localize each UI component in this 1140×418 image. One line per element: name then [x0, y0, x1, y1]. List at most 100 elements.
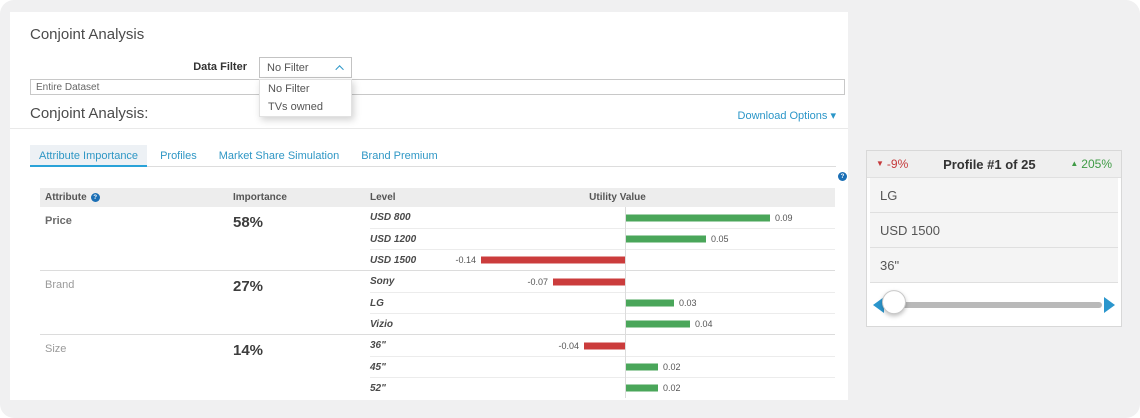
- data-filter-select[interactable]: No Filter: [259, 57, 352, 78]
- level-name: Sony: [370, 276, 395, 287]
- utility-bar: [584, 342, 625, 349]
- tab-attribute-importance[interactable]: Attribute Importance: [30, 145, 148, 167]
- utility-bar-cell: 0.02: [460, 357, 835, 377]
- utility-bar: [553, 278, 625, 285]
- table-row: Brand 27% Sony -0.07 LG 0.03 Vizio 0.04: [40, 270, 835, 334]
- profile-increase-badge: ▲ 205%: [1070, 157, 1112, 171]
- utility-bar-value: 0.02: [663, 362, 681, 372]
- data-filter-selected-value: No Filter: [267, 61, 309, 74]
- utility-bar-value: 0.04: [695, 319, 713, 329]
- table-row: Price 58% USD 800 0.09 USD 1200 0.05 USD 1500 -…: [40, 207, 835, 270]
- utility-bar-cell: -0.14: [455, 250, 835, 270]
- utility-bar-cell: 0.02: [460, 378, 835, 398]
- attribute-name: Price: [45, 215, 72, 227]
- level-row: 36" -0.04: [370, 335, 835, 356]
- attribute-name: Brand: [45, 279, 75, 291]
- dataset-input[interactable]: [30, 79, 845, 95]
- triangle-up-icon: ▲: [1070, 159, 1079, 168]
- utility-bar-cell: 0.05: [460, 229, 835, 249]
- utility-bar-value: -0.04: [558, 340, 579, 351]
- utility-bar-value: -0.14: [455, 255, 476, 265]
- attribute-help-icon[interactable]: ?: [90, 193, 100, 202]
- utility-bar-value: 0.05: [711, 234, 729, 244]
- chevron-up-icon: [335, 64, 344, 74]
- utility-bar: [626, 320, 690, 328]
- profile-decrease-badge: ▼ -9%: [876, 157, 908, 171]
- level-row: USD 1500 -0.14: [370, 249, 835, 270]
- header-attribute: Attribute ?: [40, 192, 233, 203]
- level-rows: 36" -0.04 45" 0.02 52" 0.02: [370, 335, 835, 398]
- utility-bar-value: 0.02: [663, 383, 681, 393]
- level-row: LG 0.03: [370, 292, 835, 313]
- utility-bar: [626, 363, 658, 371]
- section-divider: [10, 128, 848, 129]
- header-attribute-label: Attribute: [45, 192, 87, 203]
- table-row: Size 14% 36" -0.04 45" 0.02 52" 0.02: [40, 334, 835, 398]
- triangle-down-icon: ▼: [876, 159, 884, 168]
- utility-bar-value: 0.09: [775, 212, 793, 223]
- slider-handle[interactable]: [882, 289, 906, 314]
- tab-market-share-simulation[interactable]: Market Share Simulation: [218, 150, 340, 162]
- utility-bar: [626, 235, 706, 243]
- attribute-name: Size: [45, 343, 67, 355]
- slider-left-arrow-icon[interactable]: [873, 296, 884, 313]
- data-filter-option-0[interactable]: No Filter: [268, 83, 310, 95]
- slider-track[interactable]: [886, 301, 1102, 308]
- data-filter-label: Data Filter: [193, 61, 247, 73]
- level-row: Sony -0.07: [370, 271, 835, 292]
- profile-card-header: ▼ -9% Profile #1 of 25 ▲ 205%: [867, 151, 1121, 178]
- utility-bar-cell: 0.03: [460, 293, 835, 313]
- profile-increase-value: 205%: [1081, 157, 1112, 171]
- level-name: 45": [370, 361, 386, 373]
- profile-card: ▼ -9% Profile #1 of 25 ▲ 205% LG USD 1500…: [866, 150, 1122, 327]
- table-help-icon[interactable]: ?: [838, 172, 847, 181]
- level-name: 36": [370, 340, 386, 351]
- profile-item: USD 1500: [870, 213, 1118, 248]
- level-rows: USD 800 0.09 USD 1200 0.05 USD 1500 -0.14: [370, 207, 835, 270]
- data-filter-dropdown-menu: No Filter TVs owned: [259, 79, 352, 117]
- header-level: Level: [370, 192, 396, 203]
- tab-brand-premium[interactable]: Brand Premium: [361, 150, 438, 162]
- main-panel: Conjoint Analysis Data Filter No Filter …: [10, 12, 848, 400]
- utility-bar-cell: 0.09: [460, 207, 835, 228]
- level-row: USD 1200 0.05: [370, 228, 835, 249]
- download-options-label: Download Options: [737, 110, 828, 122]
- level-name: 52": [370, 382, 386, 394]
- utility-bar: [626, 299, 674, 307]
- utility-bar: [626, 384, 658, 392]
- tab-profiles[interactable]: Profiles: [160, 150, 197, 162]
- caret-down-icon: ▾: [830, 110, 836, 122]
- level-name: USD 1500: [370, 254, 417, 266]
- profile-item: LG: [870, 178, 1118, 213]
- importance-value: 14%: [233, 342, 264, 359]
- level-row: 45" 0.02: [370, 356, 835, 377]
- tabs: Attribute Importance Profiles Market Share…: [30, 145, 836, 167]
- utility-bar-cell: 0.04: [460, 314, 835, 334]
- download-options-link[interactable]: Download Options ▾: [738, 109, 836, 122]
- utility-bar: [481, 256, 625, 264]
- profile-slider: [867, 283, 1121, 326]
- level-name: USD 800: [370, 212, 411, 223]
- table-body: Price 58% USD 800 0.09 USD 1200 0.05 USD 1500 -…: [40, 207, 835, 398]
- utility-bar-value: -0.07: [527, 276, 548, 287]
- level-row: Vizio 0.04: [370, 313, 835, 334]
- profile-item: 36": [870, 248, 1118, 283]
- section-title: Conjoint Analysis:: [30, 105, 149, 122]
- utility-bar-value: 0.03: [679, 298, 697, 308]
- utility-bar: [626, 214, 770, 221]
- importance-value: 27%: [233, 278, 264, 295]
- level-row: 52" 0.02: [370, 377, 835, 398]
- header-utility-value: Utility Value: [589, 192, 646, 203]
- importance-value: 58%: [233, 214, 264, 231]
- slider-right-arrow-icon[interactable]: [1104, 296, 1115, 313]
- zero-axis-line: [625, 207, 626, 398]
- profile-decrease-value: -9%: [886, 157, 909, 171]
- level-name: LG: [370, 297, 384, 309]
- level-rows: Sony -0.07 LG 0.03 Vizio 0.04: [370, 271, 835, 334]
- utility-bar-cell: -0.04: [460, 335, 835, 356]
- table-header-row: Attribute ? Importance Level Utility Val…: [40, 188, 835, 207]
- attribute-importance-table: Attribute ? Importance Level Utility Val…: [40, 188, 835, 398]
- data-filter-option-1[interactable]: TVs owned: [268, 101, 324, 113]
- profile-title: Profile #1 of 25: [943, 156, 1036, 172]
